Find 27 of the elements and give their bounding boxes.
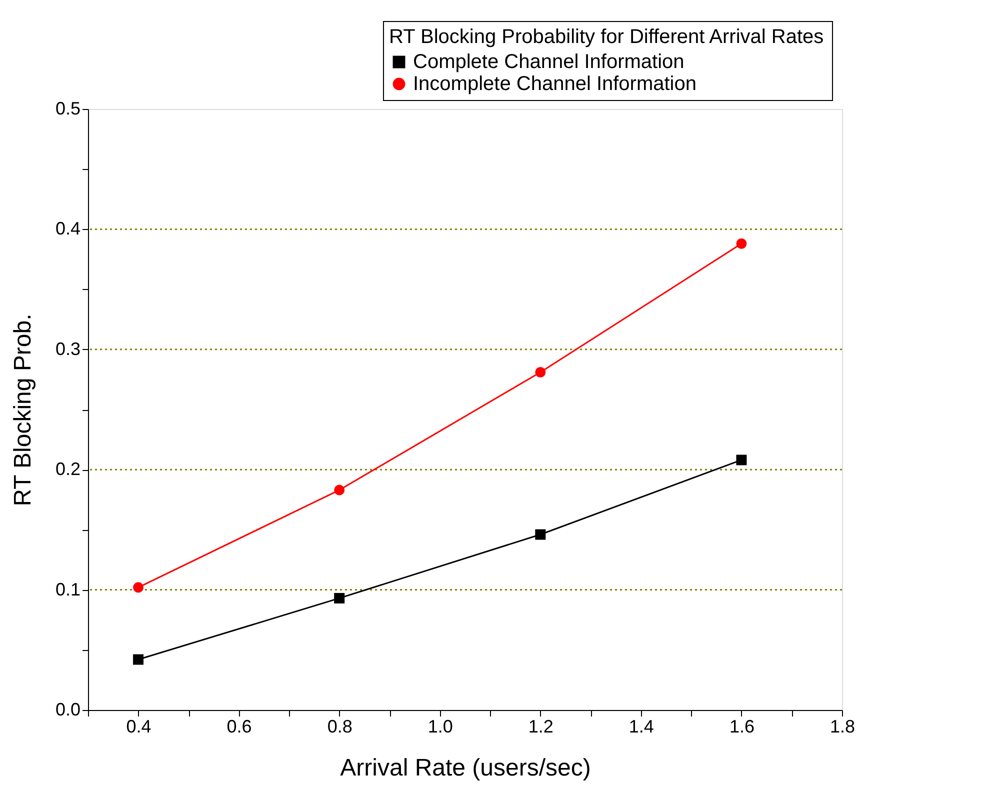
y-tick-label: 0.3 (55, 338, 80, 359)
legend-label: Complete Channel Information (413, 51, 684, 73)
point (334, 592, 345, 604)
x-tick-label: 0.8 (327, 716, 352, 736)
y-tick-label: 0.1 (55, 579, 80, 600)
x-tick-label: 1.6 (729, 716, 754, 736)
x-tick-label: 0.6 (226, 716, 252, 736)
y-tick-label: 0.2 (55, 459, 80, 480)
x-tick-label: 1.0 (428, 716, 453, 736)
point (736, 238, 747, 249)
x-tick-label: 1.4 (628, 716, 654, 736)
point (535, 367, 546, 378)
point (334, 484, 345, 496)
legend-title: RT Blocking Probability for Different Arrival Rates (389, 26, 824, 48)
y-tick-label: 0.4 (55, 218, 80, 239)
point (736, 454, 747, 466)
x-tick-label: 0.4 (126, 716, 152, 736)
y-axis-title: RT Blocking Prob. (9, 314, 36, 506)
point (133, 654, 144, 665)
legend-label: Incomplete Channel Information (413, 73, 696, 95)
point (133, 582, 144, 593)
x-axis-title: Arrival Rate (users/sec) (340, 754, 591, 782)
point (535, 529, 546, 540)
y-tick-label: 0.0 (55, 700, 80, 720)
x-tick-label: 1.8 (830, 716, 856, 736)
y-tick-label: 0.5 (55, 98, 80, 118)
x-tick-label: 1.2 (528, 716, 554, 736)
